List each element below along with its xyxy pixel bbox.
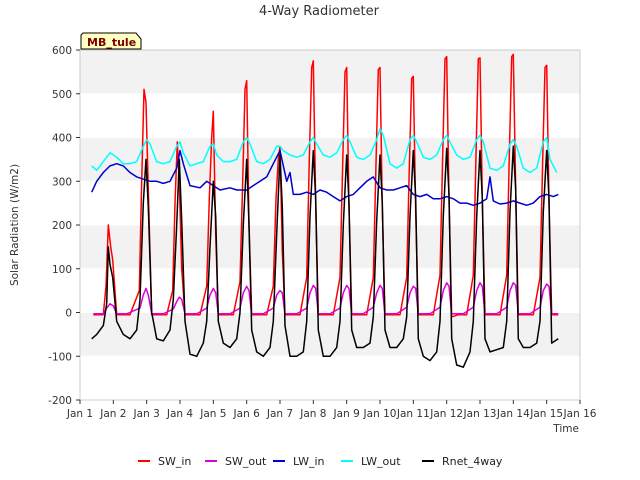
x-tick-label: Jan 9 [333,408,360,420]
x-tick-label: Jan 15 [529,408,563,420]
x-tick-label: Jan 8 [299,408,326,420]
legend-label: SW_out [225,455,267,468]
y-tick-label: 300 [52,176,72,188]
x-tick-label: Jan 14 [496,408,530,420]
y-tick-label: 400 [52,133,72,145]
x-tick-label: Jan 7 [266,408,293,420]
y-tick-label: 500 [52,89,72,101]
series-line-sw-out [93,282,559,315]
x-tick-label: Jan 10 [363,408,397,420]
series-line-lw-out [91,128,558,174]
x-tick-label: Jan 13 [463,408,497,420]
plot-band [80,50,580,94]
x-tick-label: Jan 2 [99,408,126,420]
y-axis-ticks: -200 -100 0 100 200 300 400 500 600 [48,45,80,407]
x-tick-label: Jan 4 [166,408,194,420]
y-tick-label: -200 [48,395,72,407]
series-line-sw-in [93,53,559,318]
series-line-rnet-4way [91,145,559,368]
plot-bands [80,50,580,357]
site-label: MB_tule [87,36,136,49]
x-tick-label: Jan 12 [429,408,463,420]
legend: SW_in SW_out LW_in LW_out Rnet_4way [138,455,503,468]
y-tick-label: -100 [48,351,72,363]
x-axis-label: Time [552,423,579,435]
plot-band [80,137,580,182]
x-tick-label: Jan 6 [233,408,261,420]
chart-title: 4-Way Radiometer [259,4,380,19]
site-label-box: MB_tule [80,32,142,50]
y-tick-label: 100 [52,264,72,276]
x-tick-label: Jan 16 [563,408,597,420]
x-tick-label: Jan 3 [133,408,160,420]
legend-label: Rnet_4way [442,455,503,468]
x-tick-label: Jan 1 [66,408,93,420]
y-tick-label: 0 [65,308,72,320]
series-layer [91,53,559,368]
y-tick-label: 600 [52,45,72,57]
y-axis-label: Solar Radiation (W/m2) [9,164,21,286]
series-line-lw-in [91,149,559,207]
legend-label: SW_in [158,455,191,468]
y-tick-label: 200 [52,220,72,232]
plot-band [80,225,580,269]
x-tick-label: Jan 5 [199,408,226,420]
x-tick-label: Jan 11 [396,408,430,420]
legend-label: LW_in [293,455,325,468]
legend-label: LW_out [361,455,401,468]
x-axis-ticks: Jan 1 Jan 2 Jan 3 Jan 4 Jan 5 Jan 6 Jan 7 Jan 8… [66,400,597,420]
